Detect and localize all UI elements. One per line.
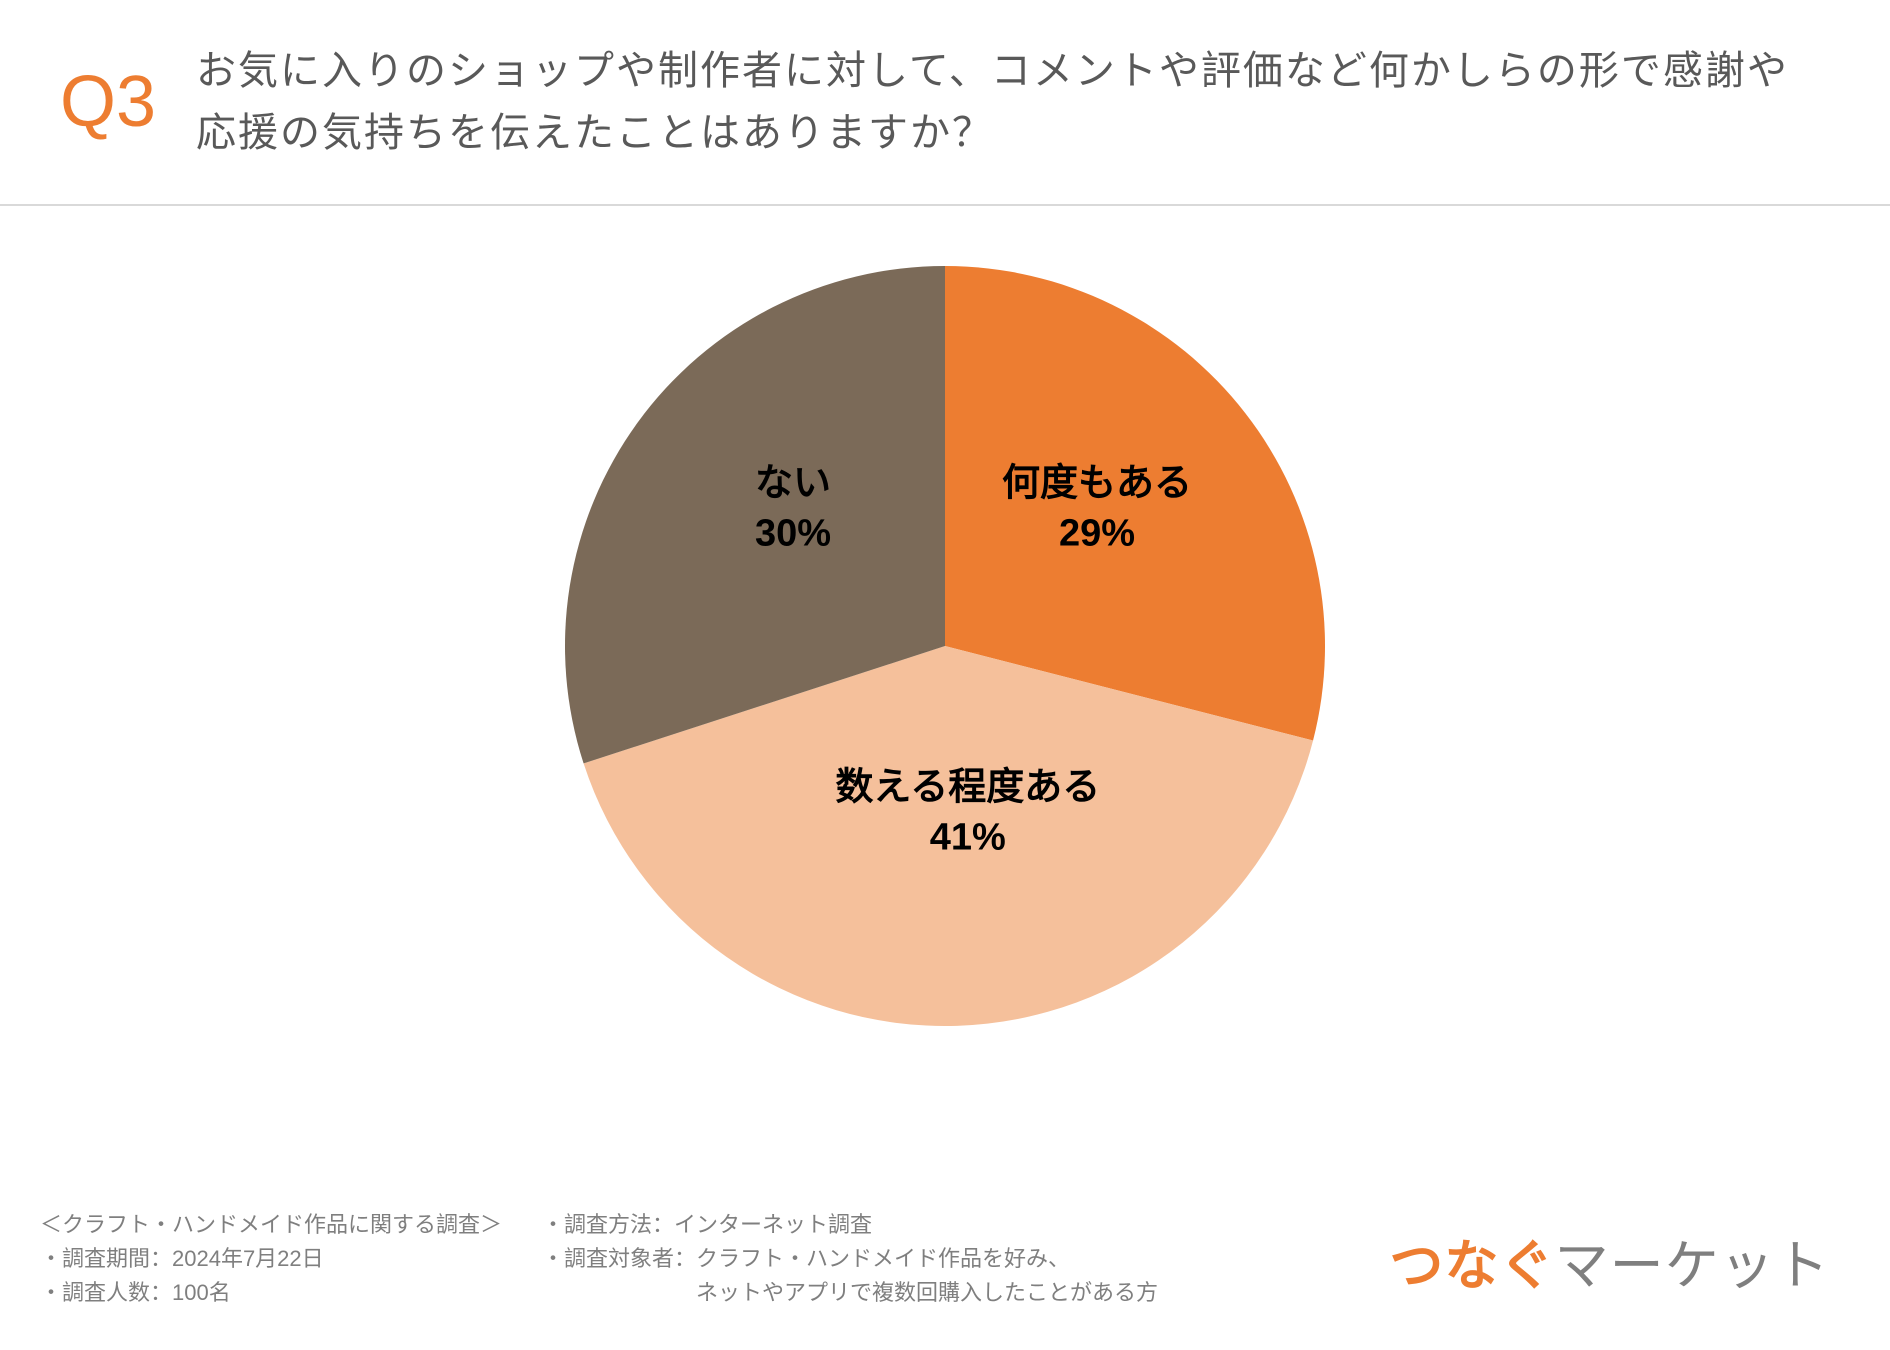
survey-footer: ＜クラフト・ハンドメイド作品に関する調査＞ ・調査期間：2024年7月22日 ・… [40,1208,1158,1310]
footer-survey-method: ・調査方法：インターネット調査 [542,1208,1158,1242]
chart-area: 何度もある 29% 数える程度ある 41% ない 30% [0,206,1890,1026]
question-text: お気に入りのショップや制作者に対して、コメントや評価など何かしらの形で感謝や応援… [196,40,1830,164]
brand-logo-part1: つなぐ [1389,1236,1554,1296]
footer-col-1: ＜クラフト・ハンドメイド作品に関する調査＞ ・調査期間：2024年7月22日 ・… [40,1208,502,1310]
footer-survey-target2: ネットやアプリで複数回購入したことがある方 [542,1276,1158,1310]
pie-svg [565,266,1325,1026]
footer-col-2: ・調査方法：インターネット調査 ・調査対象者：クラフト・ハンドメイド作品を好み、… [542,1208,1158,1310]
slice-label-0-pct: 29% [1002,509,1192,558]
slice-label-1-pct: 41% [835,813,1100,862]
footer-survey-n: ・調査人数：100名 [40,1276,502,1310]
footer-survey-title: ＜クラフト・ハンドメイド作品に関する調査＞ [40,1208,502,1242]
slice-label-1: 数える程度ある 41% [835,764,1100,863]
brand-logo: つなぐマーケット [1389,1221,1830,1300]
footer-survey-target1: ・調査対象者：クラフト・ハンドメイド作品を好み、 [542,1242,1158,1276]
brand-logo-part2: マーケット [1555,1236,1830,1296]
pie-chart: 何度もある 29% 数える程度ある 41% ない 30% [565,266,1325,1026]
slice-label-2: ない 30% [755,460,831,559]
question-number: Q3 [60,61,156,143]
slice-label-0-text: 何度もある [1002,460,1192,509]
slice-label-2-text: ない [755,460,831,509]
slice-label-1-text: 数える程度ある [835,764,1100,813]
slice-label-2-pct: 30% [755,509,831,558]
slice-label-0: 何度もある 29% [1002,460,1192,559]
footer-survey-period: ・調査期間：2024年7月22日 [40,1242,502,1276]
page-root: Q3 お気に入りのショップや制作者に対して、コメントや評価など何かしらの形で感謝… [0,0,1890,1350]
question-header: Q3 お気に入りのショップや制作者に対して、コメントや評価など何かしらの形で感謝… [0,0,1890,206]
